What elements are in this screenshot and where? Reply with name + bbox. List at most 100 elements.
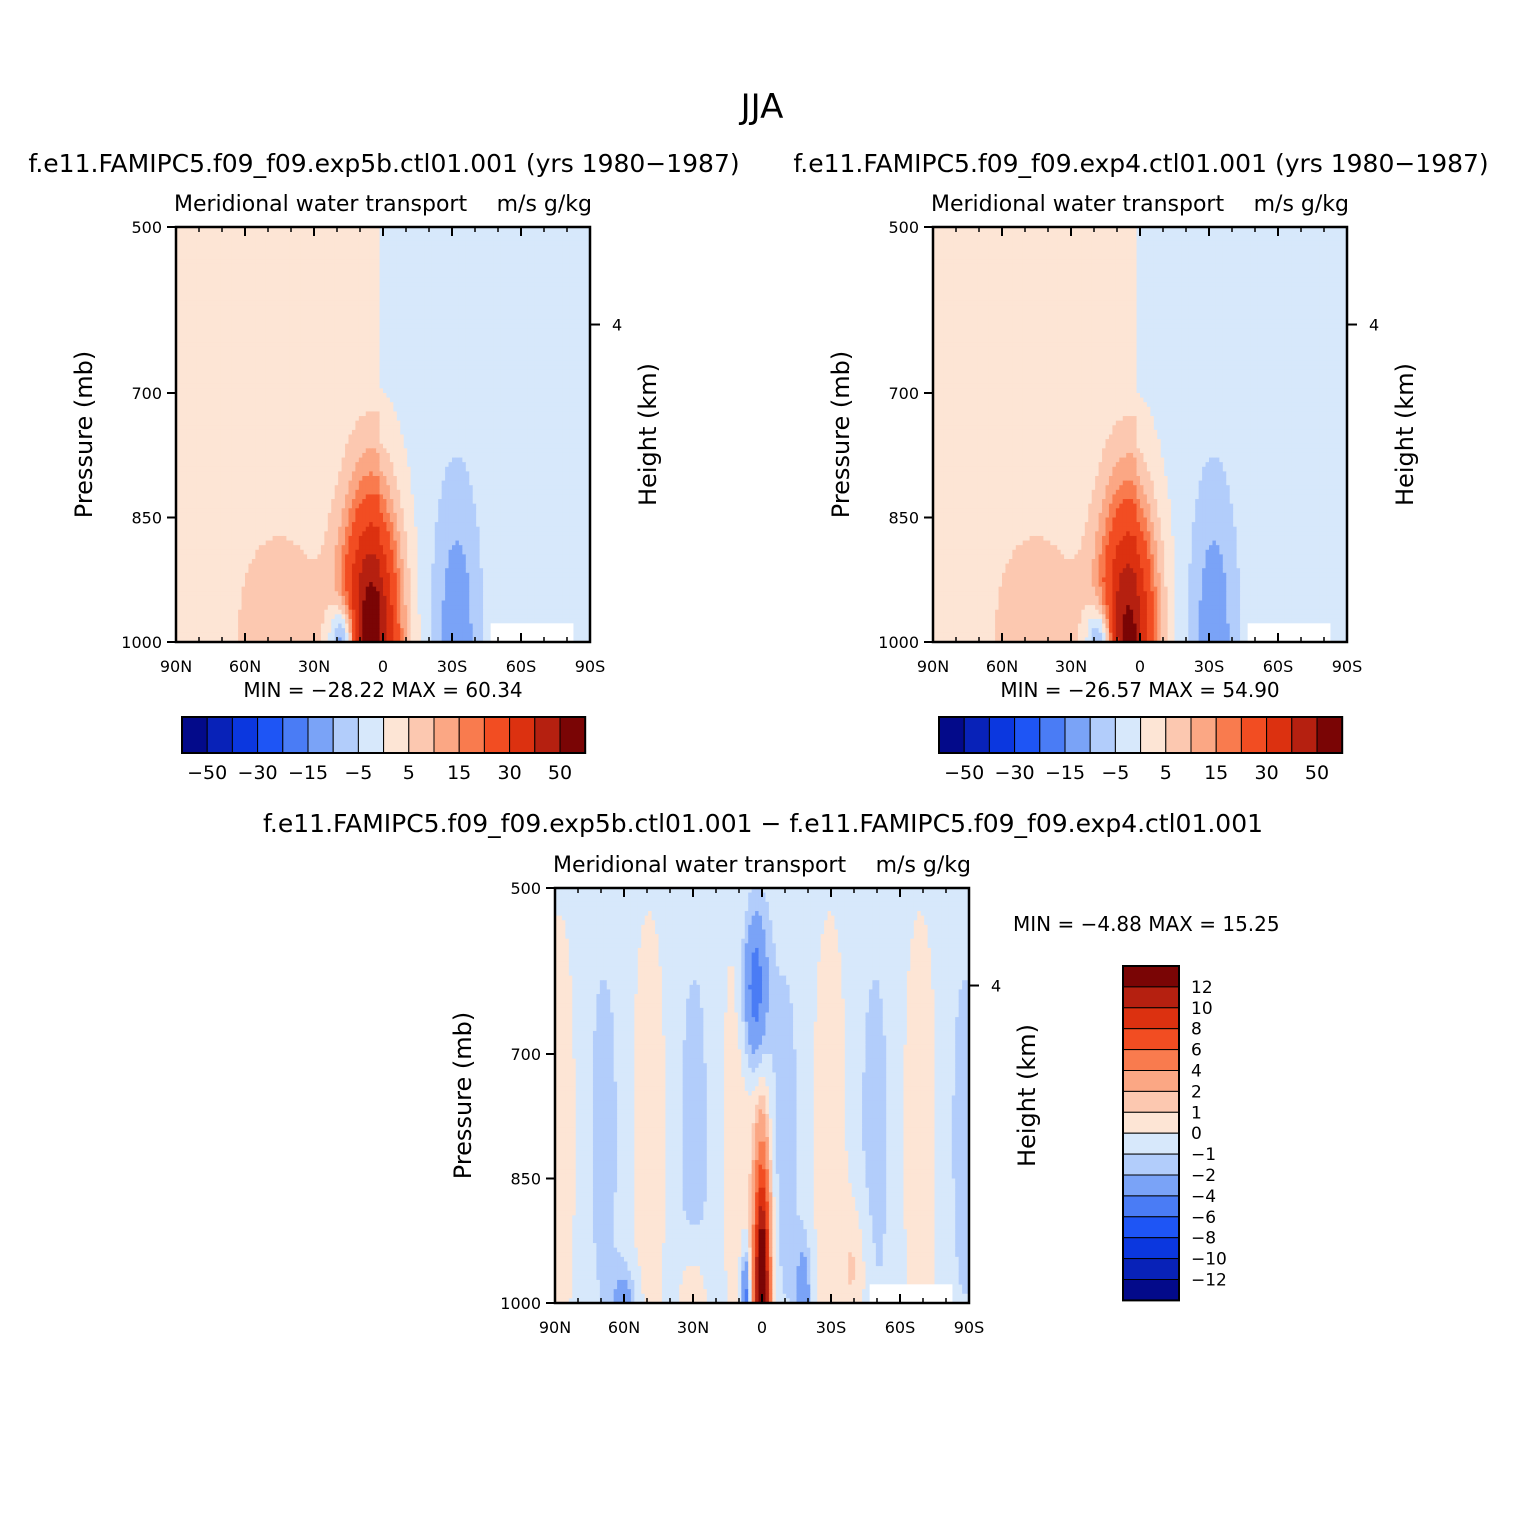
contour-cell	[445, 236, 449, 241]
contour-cell	[245, 388, 249, 393]
contour-cell	[428, 347, 432, 352]
contour-cell	[204, 393, 208, 398]
contour-cell	[290, 375, 294, 380]
contour-cell	[428, 310, 432, 315]
contour-cell	[207, 411, 211, 416]
contour-cell	[224, 259, 228, 264]
contour-cell	[286, 370, 290, 375]
contour-cell	[186, 370, 190, 375]
contour-cell	[359, 273, 363, 278]
contour-cell	[445, 287, 449, 292]
contour-cell	[321, 282, 325, 287]
contour-cell	[300, 342, 304, 347]
contour-cell	[335, 338, 339, 343]
contour-cell	[300, 255, 304, 260]
contour-cell	[445, 296, 449, 301]
contour-cell	[297, 269, 301, 274]
contour-cell	[400, 411, 404, 416]
contour-cell	[445, 241, 449, 246]
contour-cell	[552, 324, 556, 329]
contour-cell	[466, 407, 470, 412]
contour-cell	[573, 352, 577, 357]
contour-cell	[521, 356, 525, 361]
contour-cell	[493, 255, 497, 260]
contour-cell	[338, 250, 342, 255]
contour-cell	[407, 402, 411, 407]
contour-cell	[304, 287, 308, 292]
contour-cell	[573, 407, 577, 412]
contour-cell	[528, 255, 532, 260]
contour-cell	[307, 241, 311, 246]
contour-cell	[214, 379, 218, 384]
contour-cell	[200, 402, 204, 407]
contour-cell	[469, 292, 473, 297]
contour-cell	[293, 352, 297, 357]
contour-cell	[449, 407, 453, 412]
contour-cell	[476, 388, 480, 393]
contour-cell	[580, 324, 584, 329]
contour-cell	[245, 398, 249, 403]
contour-cell	[390, 347, 394, 352]
contour-cell	[304, 319, 308, 324]
contour-cell	[338, 324, 342, 329]
contour-cell	[286, 416, 290, 421]
contour-cell	[204, 319, 208, 324]
contour-cell	[224, 282, 228, 287]
contour-cell	[559, 259, 563, 264]
contour-cell	[273, 416, 277, 421]
contour-cell	[383, 328, 387, 333]
contour-cell	[269, 287, 273, 292]
contour-cell	[331, 301, 335, 306]
contour-cell	[193, 333, 197, 338]
contour-cell	[435, 296, 439, 301]
contour-cell	[280, 411, 284, 416]
contour-cell	[262, 287, 266, 292]
contour-cell	[583, 347, 587, 352]
contour-cell	[235, 232, 239, 237]
contour-cell	[190, 250, 194, 255]
contour-cell	[342, 398, 346, 403]
contour-cell	[307, 365, 311, 370]
contour-cell	[411, 319, 415, 324]
contour-cell	[404, 379, 408, 384]
contour-cell	[511, 255, 515, 260]
contour-cell	[411, 370, 415, 375]
contour-cell	[300, 245, 304, 250]
contour-cell	[324, 305, 328, 310]
contour-cell	[273, 278, 277, 283]
contour-cell	[214, 375, 218, 380]
contour-cell	[228, 375, 232, 380]
contour-cell	[328, 269, 332, 274]
contour-cell	[459, 370, 463, 375]
contour-cell	[280, 384, 284, 389]
contour-cell	[493, 324, 497, 329]
contour-cell	[359, 310, 363, 315]
contour-cell	[445, 365, 449, 370]
contour-cell	[328, 365, 332, 370]
contour-cell	[304, 393, 308, 398]
contour-cell	[411, 282, 415, 287]
contour-cell	[428, 356, 432, 361]
contour-cell	[411, 310, 415, 315]
contour-cell	[576, 361, 580, 366]
contour-cell	[528, 296, 532, 301]
contour-cell	[252, 296, 256, 301]
contour-cell	[566, 347, 570, 352]
contour-cell	[300, 273, 304, 278]
contour-cell	[324, 301, 328, 306]
contour-cell	[424, 388, 428, 393]
contour-cell	[466, 305, 470, 310]
contour-cell	[228, 264, 232, 269]
contour-cell	[179, 416, 183, 421]
contour-cell	[469, 402, 473, 407]
contour-cell	[252, 255, 256, 260]
contour-cell	[362, 287, 366, 292]
contour-cell	[480, 379, 484, 384]
contour-cell	[483, 347, 487, 352]
contour-cell	[380, 416, 384, 421]
contour-cell	[455, 282, 459, 287]
contour-cell	[324, 342, 328, 347]
contour-cell	[266, 365, 270, 370]
contour-cell	[207, 236, 211, 241]
